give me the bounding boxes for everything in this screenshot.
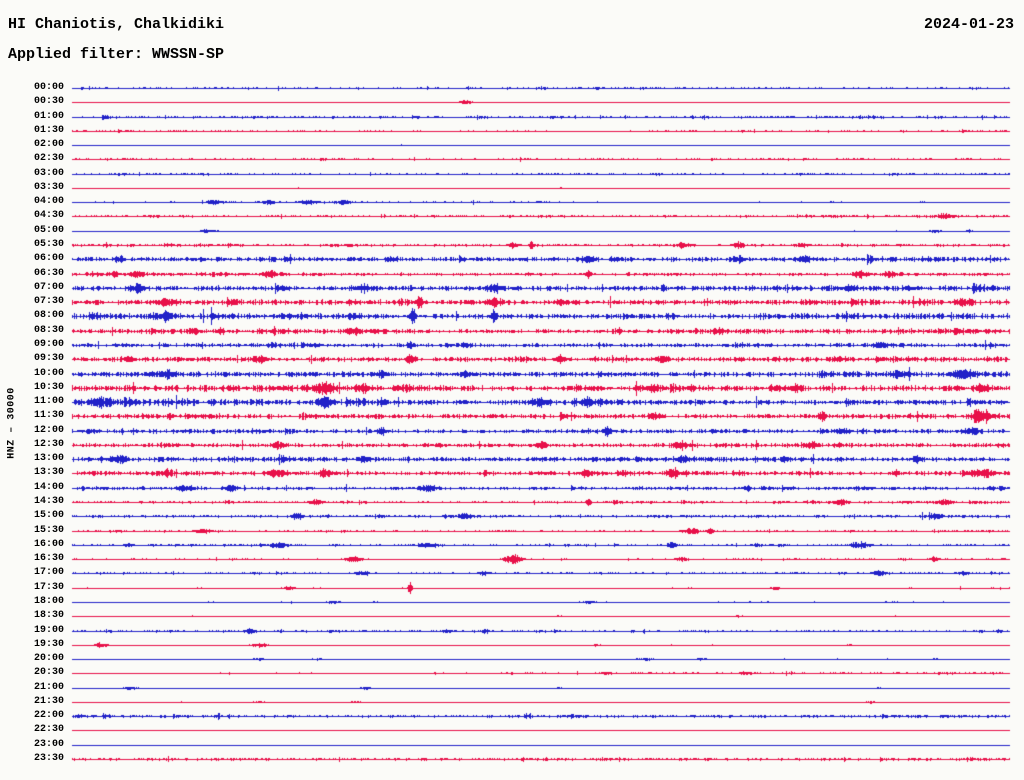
station-title: HI Chaniotis, Chalkidiki — [8, 16, 225, 33]
time-label: 20:00 — [33, 653, 64, 664]
time-label: 12:30 — [33, 439, 64, 450]
time-label: 17:00 — [33, 567, 64, 578]
time-label: 21:30 — [33, 696, 64, 707]
record-date: 2024-01-23 — [923, 16, 1014, 33]
time-label: 17:30 — [33, 582, 64, 593]
time-label: 22:00 — [33, 710, 64, 721]
time-label: 23:30 — [33, 753, 64, 764]
time-label: 00:00 — [33, 82, 64, 93]
time-label: 01:30 — [33, 125, 64, 136]
time-label: 03:30 — [33, 182, 64, 193]
time-label: 16:30 — [33, 553, 64, 564]
time-label: 11:30 — [33, 410, 64, 421]
time-label: 23:00 — [33, 739, 64, 750]
time-label: 11:00 — [33, 396, 64, 407]
time-label: 08:30 — [33, 325, 64, 336]
time-label: 05:00 — [33, 225, 64, 236]
filter-label: Applied filter: WWSSN-SP — [8, 46, 225, 63]
time-label: 06:00 — [33, 253, 64, 264]
time-label: 01:00 — [33, 111, 64, 122]
time-label: 15:30 — [33, 525, 64, 536]
time-label: 18:00 — [33, 596, 64, 607]
time-label: 14:30 — [33, 496, 64, 507]
time-label: 07:00 — [33, 282, 64, 293]
time-label: 02:30 — [33, 153, 64, 164]
time-label: 19:00 — [33, 625, 64, 636]
time-label: 07:30 — [33, 296, 64, 307]
time-label: 09:30 — [33, 353, 64, 364]
time-label: 13:30 — [33, 467, 64, 478]
time-label: 05:30 — [33, 239, 64, 250]
time-label: 20:30 — [33, 667, 64, 678]
time-label: 08:00 — [33, 310, 64, 321]
time-label: 06:30 — [33, 268, 64, 279]
time-label: 09:00 — [33, 339, 64, 350]
time-label: 12:00 — [33, 425, 64, 436]
time-label: 03:00 — [33, 168, 64, 179]
time-label: 10:30 — [33, 382, 64, 393]
time-label: 21:00 — [33, 682, 64, 693]
time-label: 00:30 — [33, 96, 64, 107]
time-label: 02:00 — [33, 139, 64, 150]
time-label: 10:00 — [33, 368, 64, 379]
time-label: 18:30 — [33, 610, 64, 621]
time-label: 16:00 — [33, 539, 64, 550]
time-label: 15:00 — [33, 510, 64, 521]
time-label: 13:00 — [33, 453, 64, 464]
time-label: 22:30 — [33, 724, 64, 735]
time-label: 19:30 — [33, 639, 64, 650]
time-label: 04:00 — [33, 196, 64, 207]
time-label: 14:00 — [33, 482, 64, 493]
time-label: 04:30 — [33, 210, 64, 221]
